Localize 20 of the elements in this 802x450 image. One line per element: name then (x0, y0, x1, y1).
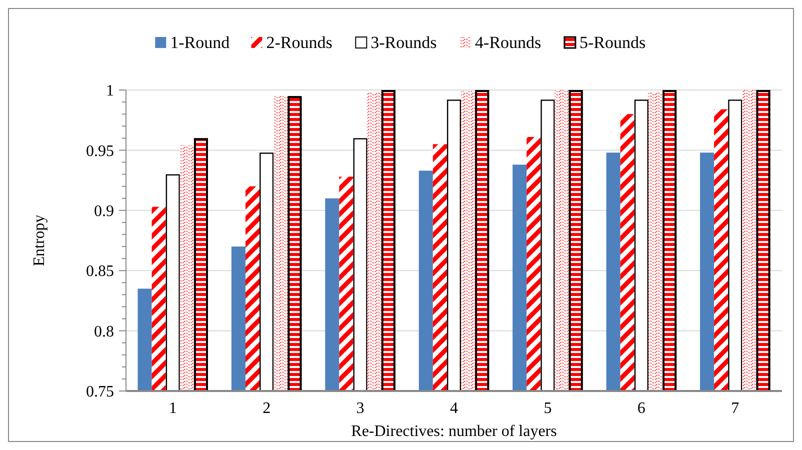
x-tick-label: 7 (731, 400, 740, 417)
x-tick-label: 5 (544, 400, 552, 417)
y-tick-label: 1 (106, 82, 114, 100)
x-tick-label: 2 (262, 400, 271, 417)
legend-label: 3-Rounds (370, 33, 437, 52)
legend-label: 4-Rounds (475, 33, 542, 52)
y-tick-label: 0.8 (94, 323, 114, 340)
legend-label: 5-Rounds (579, 33, 646, 52)
y-tick-label: 0.75 (86, 384, 114, 401)
legend-label: 2-Rounds (266, 33, 332, 52)
legend-label: 1-Round (170, 33, 230, 52)
y-tick-label: 0.9 (94, 203, 114, 220)
x-tick-label: 4 (450, 400, 458, 417)
y-tick-label: 0.95 (86, 142, 114, 160)
y-axis-title: Entropy (31, 214, 48, 266)
x-axis-title: Re-Directives: number of layers (351, 423, 557, 440)
y-tick-label: 0.85 (86, 263, 114, 280)
x-tick-label: 1 (168, 400, 177, 417)
x-tick-label: 6 (637, 400, 646, 417)
x-tick-label: 3 (356, 400, 364, 417)
